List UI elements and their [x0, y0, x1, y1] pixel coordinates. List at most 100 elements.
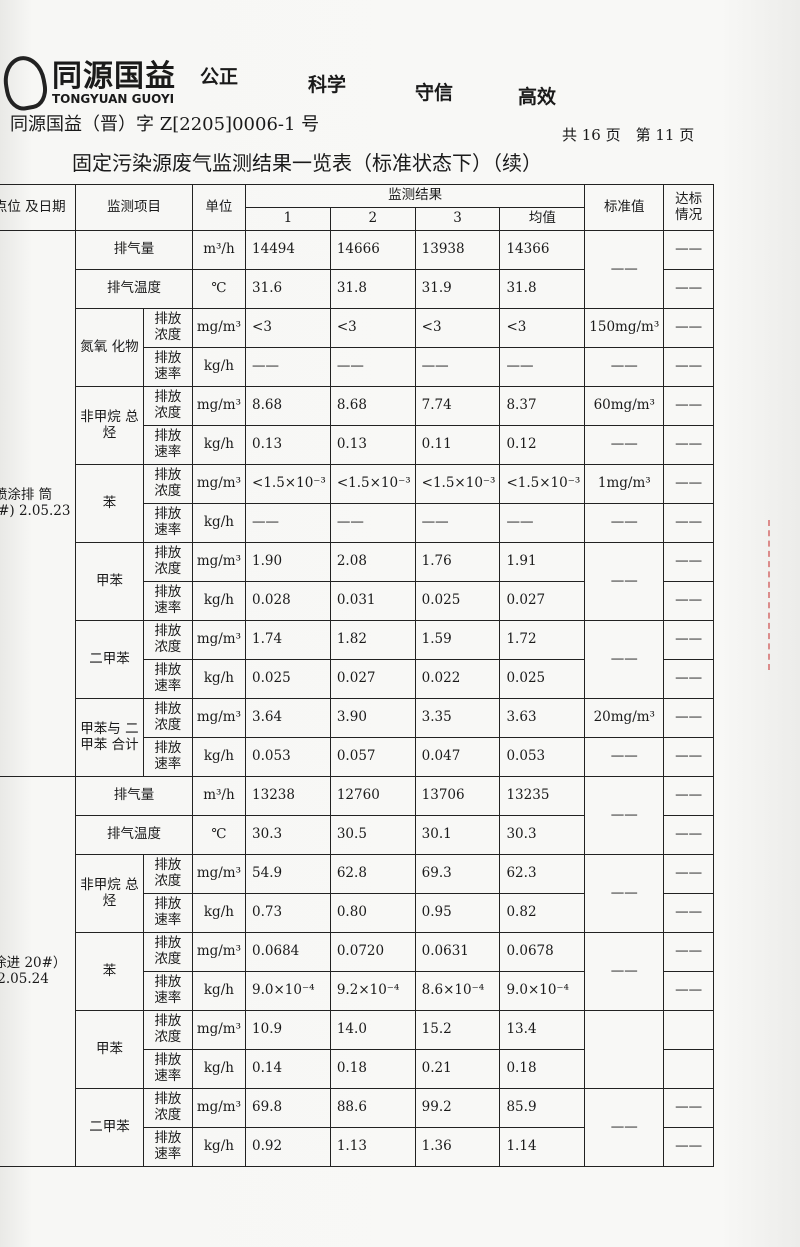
unit-cell: mg/m³: [191, 1010, 247, 1050]
value-cell: 9.2×10⁻⁴: [329, 971, 416, 1011]
compliance-cell: ——: [663, 893, 714, 933]
value-cell: <3: [499, 308, 586, 348]
unit-cell: mg/m³: [191, 854, 247, 894]
unit-cell: kg/h: [191, 1127, 247, 1167]
compliance-cell: ——: [663, 698, 714, 738]
table-row: 排放 速率 kg/h 0.025 0.027 0.022 0.025 ——: [0, 659, 714, 699]
value-cell: ——: [329, 503, 416, 543]
sub-item: 排放 速率: [142, 737, 193, 777]
pollutant-name: 非甲烷 总烃: [75, 386, 144, 465]
value-cell: 0.0684: [245, 932, 331, 972]
motto-2: 科学: [308, 74, 347, 96]
compliance-cell: ——: [663, 659, 714, 699]
value-cell: 14666: [329, 230, 416, 270]
value-cell: 30.3: [245, 815, 331, 855]
compliance-cell: ——: [663, 425, 714, 465]
compliance-cell: ——: [663, 308, 714, 348]
value-cell: 7.74: [414, 386, 501, 426]
value-cell: 31.8: [499, 269, 586, 309]
unit-cell: mg/m³: [191, 1088, 247, 1128]
compliance-cell: ——: [663, 1088, 714, 1128]
value-cell: 0.025: [414, 581, 501, 621]
value-cell: 1.76: [414, 542, 501, 582]
compliance-cell: ——: [663, 581, 714, 621]
value-cell: 1.13: [329, 1127, 416, 1167]
compliance-cell: [663, 1049, 714, 1089]
value-cell: 13706: [414, 776, 501, 816]
value-cell: 31.8: [329, 269, 416, 309]
value-cell: 0.18: [499, 1049, 586, 1089]
site-label: 喷涂进 20#） 2.05.24: [0, 776, 77, 1167]
unit-cell: kg/h: [191, 347, 247, 387]
table-row: 排放 速率 kg/h 0.028 0.031 0.025 0.027 ——: [0, 581, 714, 621]
table-row: 甲苯与 二甲苯 合计 排放 浓度 mg/m³ 3.64 3.90 3.35 3.63 20mg…: [0, 698, 714, 777]
header-col: 1: [245, 207, 331, 231]
sub-item: 排放 速率: [142, 1049, 193, 1089]
table-row: 甲苯 排放 浓度 mg/m³ 1.90 2.08 1.76 1.91 —— ——: [0, 542, 714, 621]
standard-cell: 20mg/m³: [584, 698, 665, 738]
header-col: 2: [329, 207, 416, 231]
standard-cell: ——: [584, 1088, 665, 1167]
value-cell: 9.0×10⁻⁴: [245, 971, 331, 1011]
sub-item: 排放 浓度: [142, 854, 193, 894]
standard-cell: ——: [584, 542, 665, 621]
sub-item: 排放 速率: [142, 503, 193, 543]
value-cell: 1.72: [499, 620, 586, 660]
standard-cell: ——: [584, 425, 665, 465]
value-cell: 0.0631: [414, 932, 501, 972]
value-cell: 0.028: [245, 581, 331, 621]
sub-item: 排放 浓度: [142, 1088, 193, 1128]
standard-cell: ——: [584, 620, 665, 699]
value-cell: ——: [245, 347, 331, 387]
value-cell: 69.8: [245, 1088, 331, 1128]
table-row: 苯排放 浓度 mg/m³ 0.0684 0.0720 0.0631 0.0678 —— ——: [0, 932, 714, 1011]
compliance-cell: ——: [663, 776, 714, 816]
compliance-cell: ——: [663, 386, 714, 426]
value-cell: 3.35: [414, 698, 501, 738]
pollutant-name: 氮氧 化物: [75, 308, 144, 387]
temp-label: 排气温度: [75, 269, 193, 309]
header-col: 均值: [499, 207, 586, 231]
sub-item: 排放 速率: [142, 347, 193, 387]
value-cell: 0.0678: [499, 932, 586, 972]
table-row: 排放 速率 kg/h 0.73 0.80 0.95 0.82 ——: [0, 893, 714, 933]
compliance-cell: ——: [663, 971, 714, 1011]
value-cell: 1.59: [414, 620, 501, 660]
table-row: 苯排放 浓度 mg/m³ <1.5×10⁻³ <1.5×10⁻³ <1.5×10⁻³ <1…: [0, 464, 714, 543]
value-cell: 99.2: [414, 1088, 501, 1128]
unit-cell: kg/h: [191, 1049, 247, 1089]
value-cell: 0.14: [245, 1049, 331, 1089]
value-cell: 0.80: [329, 893, 416, 933]
unit-cell: m³/h: [191, 776, 247, 816]
unit-cell: mg/m³: [191, 620, 247, 660]
value-cell: 13.4: [499, 1010, 586, 1050]
unit-cell: mg/m³: [191, 386, 247, 426]
company-logo: 同源国益 TONGYUAN GUOYI: [0, 52, 176, 114]
value-cell: 88.6: [329, 1088, 416, 1128]
value-cell: 3.64: [245, 698, 331, 738]
value-cell: 14366: [499, 230, 586, 270]
value-cell: 0.047: [414, 737, 501, 777]
unit-cell: kg/h: [191, 893, 247, 933]
motto-4: 高效: [518, 86, 557, 108]
table-row: 非甲烷 总烃 排放 浓度 mg/m³ 54.9 62.8 69.3 62.3 —— ——: [0, 854, 714, 933]
unit-cell: mg/m³: [191, 932, 247, 972]
compliance-cell: ——: [663, 854, 714, 894]
table-row: 排放 速率 kg/h —— —— —— —— —— ——: [0, 503, 714, 543]
value-cell: <1.5×10⁻³: [499, 464, 586, 504]
table-row: 非甲烷 总烃 排放 浓度 mg/m³ 8.68 8.68 7.74 8.37 60mg/m³ —…: [0, 386, 714, 465]
value-cell: 30.5: [329, 815, 416, 855]
value-cell: 8.68: [329, 386, 416, 426]
sub-item: 排放 浓度: [142, 542, 193, 582]
sub-item: 排放 浓度: [142, 620, 193, 660]
value-cell: 0.027: [329, 659, 416, 699]
value-cell: 1.82: [329, 620, 416, 660]
compliance-cell: ——: [663, 347, 714, 387]
compliance-cell: ——: [663, 230, 714, 270]
unit-cell: kg/h: [191, 737, 247, 777]
value-cell: 12760: [329, 776, 416, 816]
value-cell: 0.025: [245, 659, 331, 699]
pollutant-name: 甲苯: [75, 1010, 144, 1089]
value-cell: 13938: [414, 230, 501, 270]
